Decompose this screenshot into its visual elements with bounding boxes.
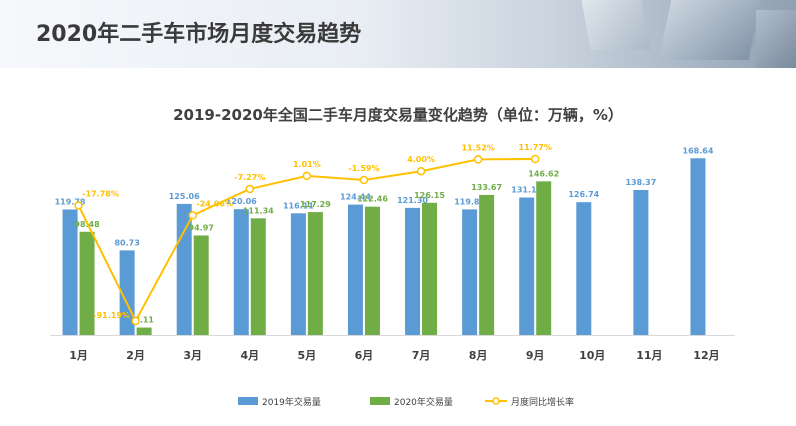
legend-marker — [492, 397, 500, 405]
bar-2019 — [633, 189, 649, 335]
bar-2020 — [79, 231, 95, 335]
growth-point — [530, 154, 540, 164]
growth-point — [188, 211, 197, 220]
page-title: 2020年二手车市场月度交易趋势 — [36, 22, 362, 47]
x-tick-label: 3月 — [183, 349, 202, 362]
bar-2019 — [62, 209, 78, 335]
growth-point — [131, 316, 140, 326]
data-label-2019: 80.73 — [114, 238, 139, 247]
growth-label: -91.19% — [93, 311, 130, 320]
growth-point — [416, 166, 426, 176]
bar-2019 — [690, 158, 706, 335]
bar-2020 — [136, 327, 152, 335]
x-tick-label: 10月 — [579, 349, 605, 362]
data-label-2020: 117.29 — [300, 200, 331, 209]
growth-point — [359, 175, 369, 185]
data-label-2020: 111.34 — [243, 206, 274, 215]
bar-2019 — [405, 207, 421, 335]
growth-point — [302, 171, 312, 181]
growth-point — [74, 201, 83, 210]
bar-2019 — [119, 250, 135, 335]
bar-2020 — [364, 206, 380, 335]
legend-label: 月度同比增长率 — [511, 396, 574, 408]
data-label-2019: 125.06 — [169, 192, 200, 201]
bar-2019 — [347, 204, 363, 335]
data-label-2020: 122.46 — [357, 195, 388, 204]
data-label-2019: 126.74 — [568, 190, 599, 199]
growth-label: -17.78% — [82, 189, 119, 198]
data-label-2019: 116.11 — [283, 201, 314, 210]
data-label-2020: 126.15 — [414, 191, 445, 200]
data-label-2019: 120.06 — [226, 197, 257, 206]
bar-2019 — [462, 209, 478, 335]
growth-label: 11.77% — [519, 143, 552, 152]
growth-point — [473, 155, 483, 164]
legend-label: 2020年交易量 — [394, 396, 453, 408]
legend-label: 2019年交易量 — [262, 396, 321, 408]
bar-2019 — [290, 213, 306, 335]
x-tick-label: 5月 — [298, 349, 317, 362]
bar-2019 — [233, 209, 249, 335]
data-label-2019: 119.78 — [55, 197, 86, 206]
header-banner — [0, 0, 796, 68]
data-label-2020: 133.67 — [471, 183, 502, 192]
growth-label: 11.52% — [461, 143, 494, 152]
growth-label: 4.00% — [407, 155, 435, 164]
bar-2020 — [250, 218, 266, 335]
growth-point — [245, 184, 255, 194]
data-label-2019: 138.37 — [625, 178, 656, 187]
x-tick-label: 4月 — [240, 349, 259, 362]
x-tick-label: 8月 — [469, 349, 488, 362]
data-label-2020: 7.11 — [134, 316, 154, 325]
x-tick-label: 7月 — [412, 349, 431, 362]
chart-title: 2019-2020年全国二手车月度交易量变化趋势（单位：万辆，%） — [173, 106, 623, 124]
data-label-2019: 124.44 — [340, 193, 371, 202]
growth-label: 1.01% — [293, 160, 321, 169]
x-tick-label: 2月 — [126, 349, 145, 362]
growth-label: -24.06% — [196, 199, 233, 208]
legend-swatch — [370, 397, 390, 405]
bar-2020 — [193, 235, 209, 335]
x-tick-label: 1月 — [69, 349, 88, 362]
x-tick-label: 6月 — [355, 349, 374, 362]
bar-2020 — [536, 181, 552, 335]
bar-2020 — [479, 194, 495, 335]
growth-label: -7.27% — [234, 173, 265, 182]
data-label-2019: 121.30 — [397, 196, 428, 205]
x-tick-label: 11月 — [636, 349, 662, 362]
data-label-2019: 119.86 — [454, 197, 485, 206]
bar-2020 — [422, 202, 438, 335]
data-label-2019: 131.18 — [511, 186, 542, 195]
x-tick-label: 9月 — [526, 349, 545, 362]
bar-2019 — [576, 202, 592, 335]
x-tick-label: 12月 — [693, 349, 719, 362]
data-label-2020: 146.62 — [528, 169, 559, 178]
bar-2019 — [519, 197, 535, 335]
banner-decoration — [756, 10, 796, 68]
data-label-2020: 94.97 — [189, 223, 214, 232]
data-label-2019: 168.64 — [683, 146, 714, 155]
growth-label: -1.59% — [348, 164, 379, 173]
legend-swatch — [238, 397, 258, 405]
bar-2020 — [307, 212, 323, 335]
